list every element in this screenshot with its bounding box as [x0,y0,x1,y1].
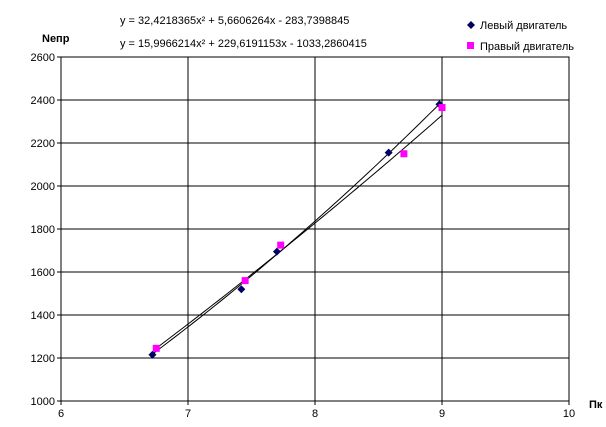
y-tick-label: 2000 [31,181,55,193]
data-point-right-engine [277,241,285,249]
data-point-left-engine [272,247,281,256]
grid [60,56,570,402]
equation-right-engine: y = 15,9966214x² + 229,6191153x - 1033,2… [120,38,367,50]
x-tick-label: 7 [185,408,191,420]
data-point-left-engine [148,350,157,359]
legend-diamond-marker [467,21,475,29]
trendlines [152,103,443,355]
legend-square-marker [467,42,474,49]
legend-item-right-engine: Правый двигатель [467,41,574,53]
legend-label-left-engine: Левый двигатель [480,20,567,32]
data-point-right-engine [400,150,408,158]
legend: Левый двигатель Правый двигатель [467,20,574,53]
data-point-right-engine [241,277,249,285]
legend-item-left-engine: Левый двигатель [467,20,567,32]
data-point-right-engine [438,104,446,112]
axes [57,56,570,405]
data-point-right-engine [152,344,160,352]
y-tick-label: 2200 [31,138,55,150]
y-tick-label: 2400 [31,95,55,107]
y-tick-label: 2600 [31,52,55,64]
y-tick-label: 1800 [31,224,55,236]
tick-labels: 1000 1200 1400 1600 1800 2000 2200 2400 2600 6 7 8 9… [31,52,576,420]
legend-label-right-engine: Правый двигатель [480,41,574,53]
trendline-right-engine [155,114,443,349]
x-tick-label: 10 [563,408,575,420]
y-axis-title: Nепр [42,33,70,45]
x-tick-label: 8 [312,408,318,420]
data-point-left-engine [237,285,246,294]
y-tick-label: 1000 [31,396,55,408]
data-point-left-engine [384,148,393,157]
x-tick-label: 9 [439,408,445,420]
equation-left-engine: y = 32,4218365x² + 5,6606264x - 283,7398… [120,15,349,27]
data-points [148,100,446,359]
y-tick-label: 1600 [31,267,55,279]
trendline-left-engine [152,103,440,355]
x-tick-label: 6 [58,408,64,420]
x-axis-title: Пк [589,399,603,411]
y-tick-label: 1200 [31,353,55,365]
plot-area-border [60,56,570,402]
y-tick-label: 1400 [31,310,55,322]
